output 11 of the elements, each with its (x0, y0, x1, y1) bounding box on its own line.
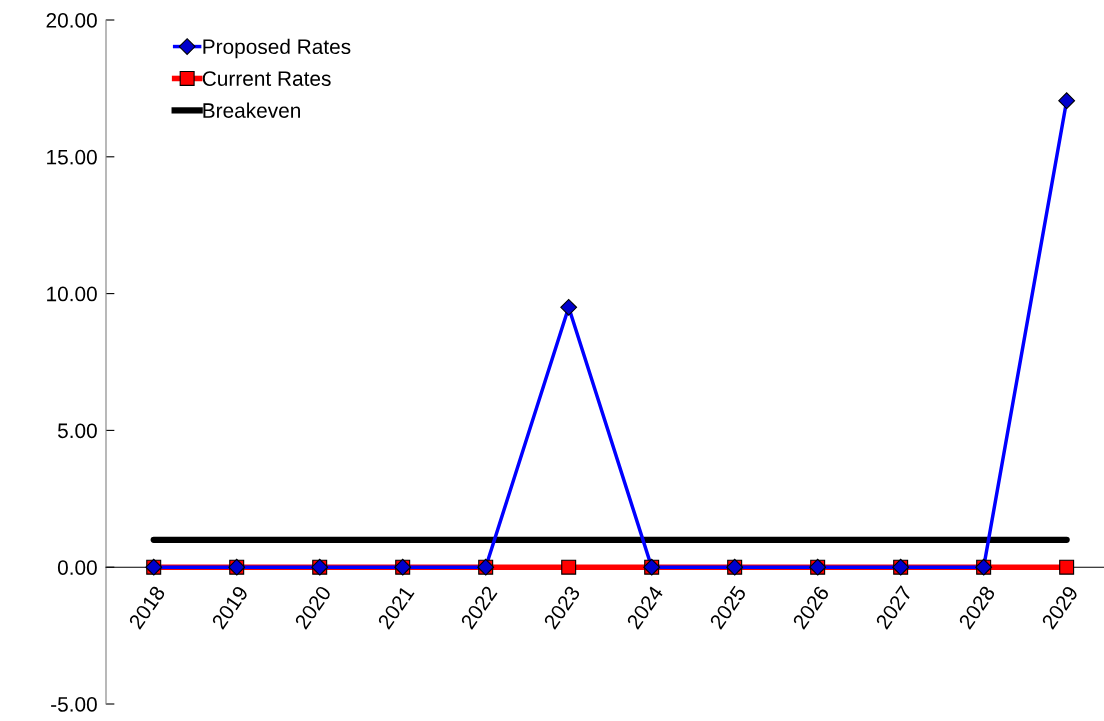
y-tick-label: -5.00 (51, 697, 97, 712)
legend-label: Current Rates (202, 71, 331, 86)
y-tick-label: 15.00 (47, 149, 97, 165)
point (1059, 559, 1075, 575)
point (561, 559, 577, 575)
y-tick-label: 10.00 (47, 286, 97, 302)
y-tick-label: 20.00 (46, 13, 97, 28)
y-tick-label: 0.00 (57, 560, 97, 575)
legend-label: Breakeven (203, 102, 300, 118)
legend-label: Proposed Rates (203, 38, 351, 59)
y-tick-label: 5.00 (57, 423, 97, 439)
